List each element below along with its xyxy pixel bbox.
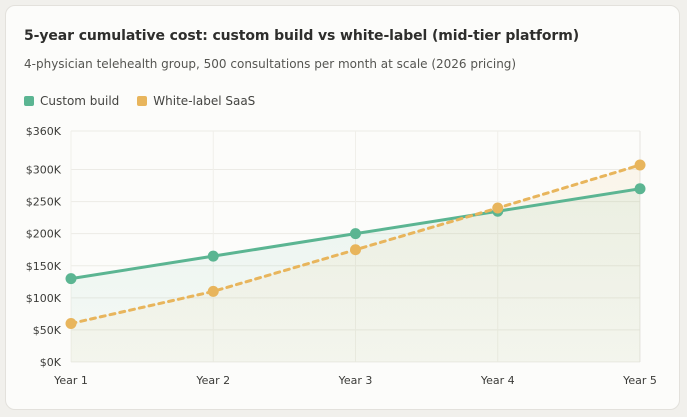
data-point-custom-build [65, 273, 77, 285]
data-point-white-label-saas [207, 285, 219, 297]
x-tick-label: Year 2 [195, 374, 230, 387]
legend-swatch-custom-build [24, 96, 34, 106]
data-point-custom-build [207, 250, 219, 262]
data-point-custom-build [634, 183, 646, 195]
data-point-white-label-saas [350, 244, 361, 256]
x-tick-label: Year 5 [622, 374, 657, 387]
chart-subtitle: 4-physician telehealth group, 500 consul… [24, 57, 517, 71]
y-tick-label: $150K [26, 260, 62, 273]
x-tick-label: Year 1 [53, 374, 88, 387]
y-tick-label: $300K [26, 164, 62, 177]
legend-label-custom-build: Custom build [40, 94, 120, 108]
legend-item-white-label-saas[interactable]: White-label SaaS [137, 94, 255, 108]
legend-swatch-white-label-saas [137, 96, 148, 106]
data-point-custom-build [350, 228, 361, 240]
y-tick-label: $100K [26, 292, 62, 305]
legend-item-custom-build[interactable]: Custom build [24, 94, 119, 108]
data-point-white-label-saas [65, 318, 77, 329]
y-tick-label: $200K [26, 228, 62, 241]
chart-legend: Custom build White-label SaaS [24, 94, 273, 108]
y-tick-label: $0K [40, 356, 62, 369]
y-tick-label: $50K [33, 324, 62, 337]
y-tick-label: $360K [26, 125, 62, 138]
data-point-white-label-saas [634, 159, 646, 171]
y-tick-label: $250K [26, 196, 62, 209]
chart-title: 5-year cumulative cost: custom build vs … [24, 28, 580, 44]
data-point-white-label-saas [492, 202, 504, 214]
x-tick-label: Year 3 [338, 374, 373, 387]
x-tick-label: Year 4 [480, 374, 515, 387]
legend-label-white-label-saas: White-label SaaS [153, 94, 256, 108]
